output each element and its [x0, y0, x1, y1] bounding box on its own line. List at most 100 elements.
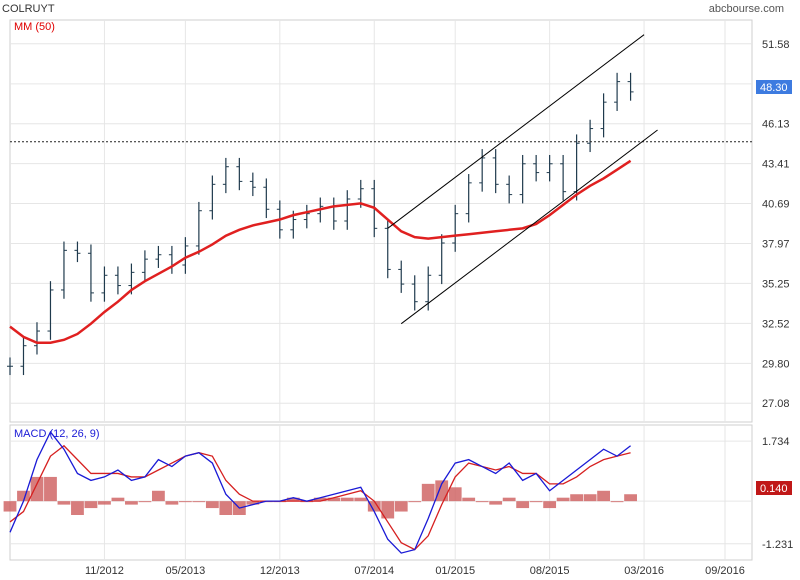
- trend-channel-line: [400, 129, 658, 325]
- macd-histogram-bar: [556, 497, 570, 502]
- price-bar: [20, 336, 27, 376]
- macd-histogram-bar: [44, 476, 57, 502]
- price-bar: [7, 357, 13, 376]
- macd-histogram-bar: [448, 487, 462, 502]
- macd-histogram-bar: [98, 501, 111, 505]
- price-y-tick-label: 27.08: [762, 398, 790, 410]
- macd-histogram-bar: [381, 501, 395, 519]
- ticker-label: COLRUYT: [2, 3, 55, 15]
- price-bar: [87, 244, 94, 302]
- axis-labels: 51.5848.8546.1343.4140.6937.9735.2532.52…: [85, 39, 793, 577]
- x-tick-label: 11/2012: [85, 565, 124, 577]
- macd-histogram-bar: [340, 497, 354, 502]
- macd-histogram-bar: [327, 497, 341, 502]
- macd-histogram-bar: [516, 501, 530, 509]
- macd-histogram-bar: [246, 501, 260, 505]
- macd-value-badge: [756, 481, 792, 495]
- macd-histogram-bar: [192, 501, 206, 503]
- macd-histogram-bar: [165, 501, 179, 505]
- price-bar: [155, 245, 162, 268]
- price-bar: [411, 275, 418, 311]
- price-y-tick-label: 43.41: [762, 159, 790, 171]
- macd-histogram-bar: [125, 501, 138, 505]
- macd-histogram-bar: [286, 497, 300, 502]
- x-tick-label: 05/2013: [165, 565, 205, 577]
- macd-histogram-bar: [205, 501, 219, 509]
- price-bar: [101, 266, 108, 302]
- price-bar: [182, 237, 189, 274]
- x-tick-label: 03/2016: [624, 565, 664, 577]
- macd-line: [9, 430, 631, 554]
- price-y-tick-label: 40.69: [762, 199, 790, 211]
- price-bar: [222, 157, 229, 194]
- price-bar: [114, 266, 121, 295]
- macd-histogram-bar: [502, 497, 516, 502]
- macd-y-tick-label: -1.231: [762, 539, 793, 551]
- macd-value: 0.140: [760, 483, 788, 495]
- macd-histogram-bar: [138, 501, 152, 503]
- macd-histogram-bar: [624, 494, 637, 502]
- x-tick-label: 12/2013: [260, 565, 300, 577]
- macd-histogram-bar: [489, 501, 503, 505]
- price-bar: [384, 219, 391, 279]
- macd-panel: [9, 424, 753, 561]
- x-tick-label: 09/2016: [705, 565, 745, 577]
- macd-histogram-bar: [462, 497, 476, 502]
- price-y-tick-label: 37.97: [762, 238, 790, 250]
- price-bar: [587, 119, 594, 153]
- macd-histogram-bar: [354, 497, 368, 502]
- macd-histogram-bar: [529, 501, 543, 503]
- macd-histogram-bar: [219, 501, 233, 515]
- macd-histogram-bar: [84, 501, 98, 509]
- macd-histogram-bar: [570, 494, 584, 502]
- price-bar: [573, 134, 580, 201]
- macd-histogram-bar: [57, 501, 71, 505]
- macd-histogram-bar: [543, 501, 557, 509]
- price-y-tick-label: 46.13: [762, 119, 790, 131]
- price-bar: [141, 250, 148, 282]
- price-bars: [7, 72, 634, 376]
- macd-histogram-bar: [421, 483, 435, 502]
- price-bar: [519, 154, 526, 204]
- price-bar: [438, 234, 445, 285]
- moving-average-legend: MM (50): [14, 21, 55, 33]
- macd-signal-line: [9, 444, 631, 551]
- price-bar: [60, 241, 67, 299]
- price-bar: [209, 175, 216, 220]
- current-price-badge: [756, 80, 792, 94]
- price-bar: [479, 149, 486, 192]
- indicator-lines: [9, 34, 752, 554]
- price-bar: [452, 204, 459, 252]
- price-bar: [47, 281, 54, 340]
- macd-histogram-bar: [17, 490, 30, 502]
- macd-histogram-bar: [111, 497, 125, 502]
- macd-histogram-bar: [313, 497, 327, 502]
- price-bar: [465, 174, 472, 223]
- price-panel: [9, 19, 753, 423]
- price-bar: [303, 204, 310, 229]
- price-bar: [195, 201, 202, 255]
- macd-legend: MACD (12, 26, 9): [14, 428, 100, 440]
- price-y-tick-label: 35.25: [762, 278, 790, 290]
- price-bar: [560, 154, 567, 201]
- price-bar: [546, 154, 553, 182]
- macd-histogram-bar: [610, 501, 624, 503]
- price-y-tick-label: 32.52: [762, 318, 790, 330]
- price-bar: [249, 172, 256, 197]
- price-bar: [614, 72, 621, 111]
- price-bar: [492, 149, 499, 194]
- macd-histogram-bar: [178, 501, 192, 503]
- macd-histogram-bar: [597, 490, 611, 502]
- price-bar: [168, 245, 175, 274]
- macd-histogram-bar: [151, 490, 165, 502]
- macd-histogram: [3, 476, 637, 519]
- price-bar: [74, 241, 81, 263]
- macd-histogram-bar: [30, 476, 44, 502]
- trend-channel-line: [387, 34, 645, 229]
- macd-histogram-bar: [435, 480, 449, 502]
- price-bar: [533, 154, 540, 182]
- grid: [10, 20, 752, 560]
- price-bar: [33, 322, 40, 355]
- current-price-value: 48.30: [760, 82, 788, 94]
